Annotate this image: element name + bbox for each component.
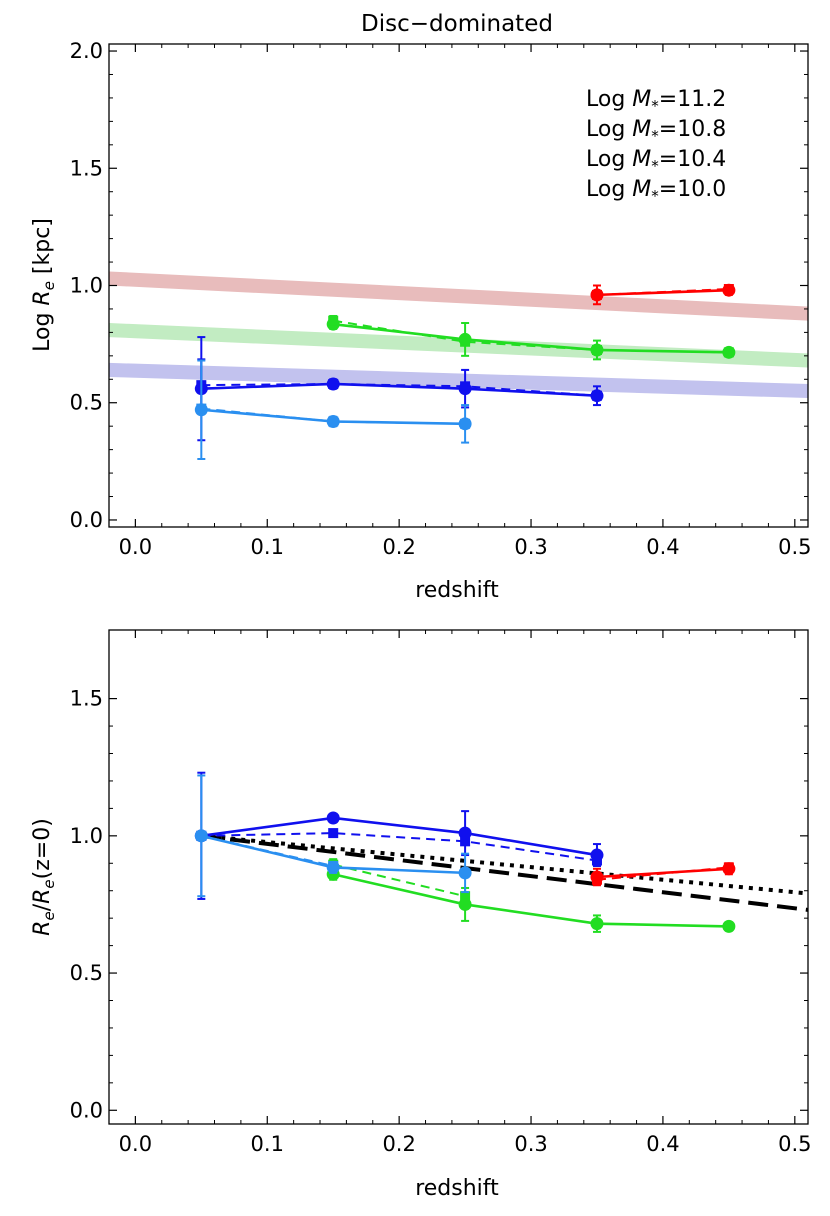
y-tick-label: 0.5 bbox=[70, 391, 103, 415]
x-tick-label: 0.1 bbox=[251, 1132, 284, 1156]
chart-title: Disc−dominated bbox=[361, 11, 553, 37]
plot-frame bbox=[108, 629, 809, 1125]
axis-ticks: 0.0 0.1 0.2 0.3 0.4 0.5 0.0 0.5 1.0 1.5 bbox=[70, 630, 812, 1156]
reference-lines bbox=[201, 833, 809, 912]
data-point-square bbox=[723, 862, 734, 873]
legend-entry: Log M*=10.0 bbox=[586, 177, 726, 205]
x-tick-label: 0.4 bbox=[646, 1132, 679, 1156]
y-axis-title-var: R bbox=[30, 921, 55, 936]
x-axis-title: redshift bbox=[415, 578, 499, 603]
y-axis-title-slash: / bbox=[30, 903, 55, 911]
series bbox=[196, 403, 471, 429]
reference-line-black-dashed bbox=[201, 833, 809, 912]
x-tick-label: 0.0 bbox=[119, 1132, 152, 1156]
legend-entry: Log M*=11.2 bbox=[586, 87, 726, 115]
y-tick-label: 0.0 bbox=[70, 1098, 103, 1122]
data-point-square bbox=[328, 378, 339, 389]
y-axis-title: Log Re [kpc] bbox=[30, 218, 58, 352]
series-line bbox=[201, 382, 598, 397]
legend-entry: Log M*=10.8 bbox=[586, 117, 726, 145]
reference-line-black-dotted bbox=[201, 833, 809, 896]
x-tick-label: 0.5 bbox=[778, 535, 811, 559]
y-tick-label: 1.0 bbox=[70, 824, 103, 848]
data-point-square bbox=[591, 390, 602, 401]
chart-bottom-normalized: 0.0 0.1 0.2 0.3 0.4 0.50.00.51.01.5 redshift … bbox=[30, 629, 812, 1201]
series bbox=[328, 314, 734, 358]
y-axis-title-var: R bbox=[30, 290, 55, 305]
y-axis-title: Re/Re(z=0) bbox=[30, 818, 58, 936]
y-axis-title-sub: e bbox=[40, 911, 58, 920]
series-line bbox=[596, 288, 729, 296]
series-line bbox=[332, 863, 466, 898]
data-point-square bbox=[196, 830, 207, 841]
series-line bbox=[596, 866, 729, 881]
y-tick-label: 1.5 bbox=[70, 687, 103, 711]
y-tick-label: 0.0 bbox=[70, 508, 103, 532]
y-axis-title-prefix: Log bbox=[30, 306, 55, 352]
model-band bbox=[108, 362, 809, 399]
y-axis-title-var2: R bbox=[30, 889, 55, 904]
series-line bbox=[332, 872, 729, 928]
data-point-square bbox=[723, 284, 734, 295]
x-tick-label: 0.2 bbox=[382, 1132, 415, 1156]
data-point-circle bbox=[590, 917, 604, 931]
data-point-square bbox=[591, 289, 602, 300]
series-line bbox=[201, 816, 598, 857]
x-tick-label: 0.0 bbox=[119, 535, 152, 559]
y-axis-title-sub: e bbox=[40, 281, 58, 290]
data-point-square bbox=[723, 347, 734, 358]
data-series bbox=[194, 771, 736, 933]
data-point-square bbox=[591, 874, 602, 885]
data-point-square bbox=[591, 344, 602, 355]
series-line bbox=[201, 832, 598, 862]
model-bands bbox=[108, 271, 809, 399]
data-point-square bbox=[460, 381, 471, 392]
data-point-square bbox=[460, 418, 471, 429]
data-point-circle bbox=[326, 811, 340, 825]
x-tick-label: 0.2 bbox=[382, 535, 415, 559]
y-tick-label: 0.5 bbox=[70, 961, 103, 985]
y-axis-title-sub2: e bbox=[40, 879, 58, 888]
series bbox=[326, 867, 736, 933]
model-band bbox=[108, 271, 809, 321]
series-line bbox=[201, 834, 334, 867]
data-point-circle bbox=[722, 919, 736, 933]
x-axis-title: redshift bbox=[415, 1176, 499, 1201]
axis-ticks: 0.0 0.1 0.2 0.3 0.4 0.5 0.0 0.5 1.0 1.5 2.0 bbox=[70, 39, 812, 559]
x-tick-label: 0.1 bbox=[251, 535, 284, 559]
series-line bbox=[201, 382, 598, 397]
y-tick-label: 1.5 bbox=[70, 156, 103, 180]
data-point-square bbox=[328, 315, 339, 326]
series-line bbox=[333, 319, 729, 354]
x-tick-label: 0.5 bbox=[778, 1132, 811, 1156]
data-series bbox=[194, 283, 736, 461]
data-point-square bbox=[591, 855, 602, 866]
y-tick-label: 2.0 bbox=[70, 39, 103, 63]
series bbox=[591, 284, 734, 300]
data-point-square bbox=[196, 403, 207, 414]
chart-top-disc-dominated: Disc−dominated 0.0 0.1 0.2 0.3 0.4 0.5 0.0 0.5 1… bbox=[30, 11, 812, 603]
y-axis-title-suffix: (z=0) bbox=[30, 818, 55, 879]
x-tick-label: 0.4 bbox=[646, 535, 679, 559]
x-tick-label: 0.3 bbox=[514, 1132, 547, 1156]
data-point-circle bbox=[458, 866, 472, 880]
data-point-square bbox=[460, 336, 471, 347]
data-point-square bbox=[328, 828, 339, 839]
y-axis-title-suffix: [kpc] bbox=[30, 218, 55, 281]
x-tick-label: 0.3 bbox=[514, 535, 547, 559]
series bbox=[591, 862, 734, 885]
series bbox=[196, 830, 339, 872]
data-point-square bbox=[460, 891, 471, 902]
y-tick-label: 1.0 bbox=[70, 274, 103, 298]
data-point-square bbox=[460, 836, 471, 847]
model-band bbox=[108, 323, 809, 368]
legend: Log M*=11.2 Log M*=10.8 Log M*=10.4 Log … bbox=[586, 87, 726, 205]
data-point-square bbox=[328, 861, 339, 872]
legend-entry: Log M*=10.4 bbox=[586, 147, 726, 175]
data-point-square bbox=[328, 416, 339, 427]
